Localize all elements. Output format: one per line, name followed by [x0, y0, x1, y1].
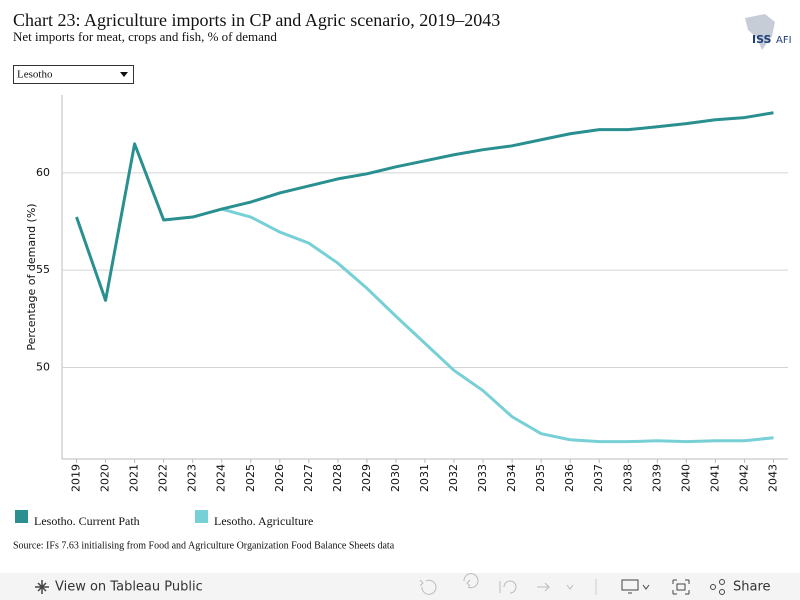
x-tick-label: 2019	[70, 464, 83, 492]
logo-shape	[745, 14, 775, 50]
toolbar-bg	[0, 573, 800, 600]
revert-icon[interactable]	[499, 580, 517, 594]
legend-label: Lesotho. Agriculture	[214, 514, 313, 528]
dropdown-box[interactable]	[13, 65, 134, 84]
series-line	[75, 111, 774, 302]
toolbar: View on Tableau Public Share	[0, 573, 800, 600]
legend-label: Lesotho. Current Path	[34, 514, 140, 528]
legend: Lesotho. Current Path Lesotho. Agricultur…	[15, 510, 313, 528]
plot: 50 55 60 2019 2020 2021 2022 2023 2024 2025 2026 20…	[36, 111, 788, 492]
redo-icon[interactable]	[463, 573, 479, 589]
x-tick-label: 2037	[592, 464, 605, 492]
x-tick-label: 2033	[476, 464, 489, 492]
y-tick-label: 55	[36, 263, 50, 276]
x-tick-label: 2042	[737, 464, 750, 492]
x-tick-label: 2023	[186, 464, 199, 492]
x-tick-label: 2025	[244, 464, 257, 492]
undo-icon[interactable]	[419, 579, 437, 595]
x-tick-label: 2028	[331, 464, 344, 492]
x-tick-label: 2024	[215, 464, 228, 492]
fullscreen-icon[interactable]	[672, 579, 690, 595]
view-icon	[35, 580, 49, 594]
x-tick-label: 2036	[563, 464, 576, 492]
refresh-icon[interactable]	[537, 582, 574, 592]
view-button[interactable]: View on Tableau Public	[35, 580, 203, 595]
source: Source: IFs 7.63 initialising from Food …	[13, 540, 395, 551]
x-tick-label: 2030	[389, 464, 402, 492]
x-tick-label: 2039	[650, 464, 663, 492]
legend-swatch	[15, 510, 28, 523]
x-tick-label: 2020	[99, 464, 112, 492]
share-button[interactable]: Share	[710, 579, 771, 595]
x-tick-label: 2034	[505, 464, 518, 492]
x-tick-label: 2026	[273, 464, 286, 492]
y-axis-label: Percentage of demand (%)	[25, 203, 38, 350]
x-tick-label: 2022	[157, 464, 170, 492]
dropdown-arrow	[120, 72, 128, 77]
x-tick-label: 2041	[708, 464, 721, 492]
logo-text: AFI	[776, 35, 792, 46]
view-link[interactable]: View on Tableau Public	[55, 580, 203, 595]
x-tick-label: 2043	[766, 464, 779, 492]
share-icon	[719, 589, 725, 595]
y-tick-label: 50	[36, 361, 50, 374]
x-tick-label: 2038	[621, 464, 634, 492]
x-tick-label: 2035	[534, 464, 547, 492]
download-icon[interactable]	[621, 579, 650, 594]
dropdown-value: Lesotho	[17, 69, 53, 81]
legend-swatch	[195, 510, 208, 523]
x-tick-label: 2040	[679, 464, 692, 492]
chart-title: Chart 23: Agriculture imports in CP and …	[13, 10, 500, 30]
chart-subtitle: Net imports for meat, crops and fish, % …	[13, 29, 277, 44]
y-tick-label: 60	[36, 166, 50, 179]
logo: ISS AFI	[745, 14, 792, 50]
x-tick-label: 2032	[447, 464, 460, 492]
x-tick-label: 2021	[128, 464, 141, 492]
share-link[interactable]: Share	[733, 580, 771, 595]
x-tick-label: 2027	[302, 464, 315, 492]
x-tick-label: 2029	[360, 464, 373, 492]
series-line	[221, 207, 774, 444]
x-tick-label: 2031	[418, 464, 431, 492]
filter-dropdown[interactable]: Lesotho	[13, 65, 134, 84]
share-icon	[719, 579, 725, 585]
share-icon	[710, 584, 716, 590]
logo-text: ISS	[752, 33, 772, 46]
